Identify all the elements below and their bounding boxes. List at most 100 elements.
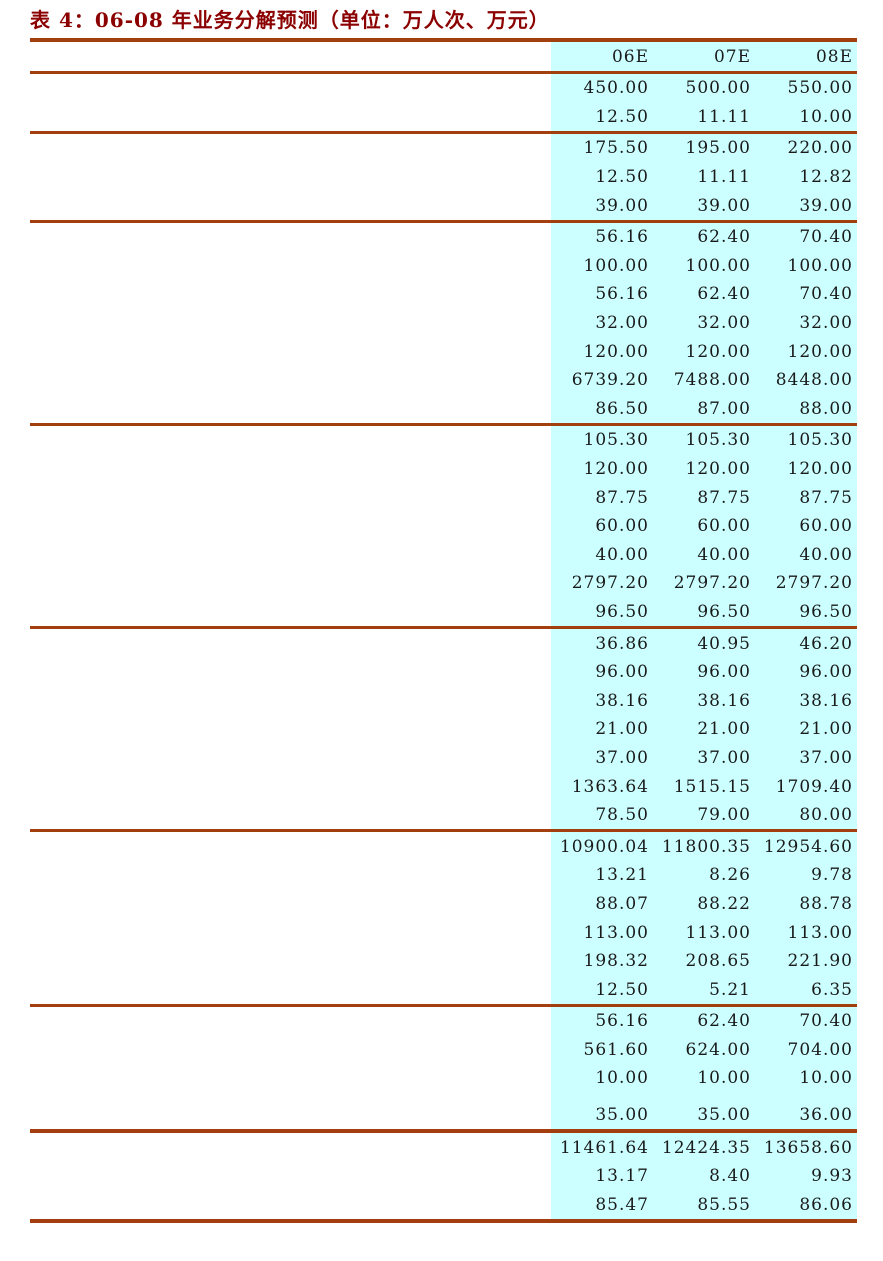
table-cell: 35.00	[595, 1105, 649, 1126]
table-cell: 8448.00	[775, 370, 853, 391]
table-cell: 40.95	[697, 633, 751, 654]
table-cell: 96.00	[697, 662, 751, 683]
table-cell: 88.78	[799, 893, 853, 914]
table-cell: 87.75	[595, 487, 649, 508]
table-row: 10900.04 11800.35 12954.60	[30, 832, 857, 861]
table-row: 12.50 11.11 10.00	[30, 103, 857, 132]
table-cell: 100.00	[685, 255, 751, 276]
table-cell: 56.16	[595, 1011, 649, 1032]
table-cell: 87.75	[697, 487, 751, 508]
table-cell: 56.16	[595, 227, 649, 248]
table-row: 120.00 120.00 120.00	[30, 455, 857, 484]
table-cell: 120.00	[583, 459, 649, 480]
table-cell: 37.00	[595, 747, 649, 768]
table-cell: 9.78	[811, 865, 853, 886]
table-cell: 13.17	[595, 1166, 649, 1187]
table-cell: 113.00	[787, 922, 853, 943]
table-row: 198.32 208.65 221.90	[30, 947, 857, 976]
table-cell: 2797.20	[775, 573, 853, 594]
table-cell: 12.82	[799, 167, 853, 188]
table-cell: 38.16	[697, 690, 751, 711]
table-title: 表 4：06-08 年业务分解预测（单位：万人次、万元）	[30, 8, 550, 32]
table-cell: 105.30	[583, 430, 649, 451]
table-cell: 36.86	[595, 633, 649, 654]
table-row: 12.50 11.11 12.82	[30, 163, 857, 192]
table-row: 87.75 87.75 87.75	[30, 483, 857, 512]
table-cell: 120.00	[685, 341, 751, 362]
table-cell: 39.00	[697, 195, 751, 216]
table-row: 36.86 40.95 46.20	[30, 629, 857, 658]
table-cell: 11.11	[697, 106, 751, 127]
table-row: 13.21 8.26 9.78	[30, 861, 857, 890]
table-cell: 62.40	[697, 1011, 751, 1032]
table-cell: 6739.20	[571, 370, 649, 391]
table-row: 39.00 39.00 39.00	[30, 191, 857, 220]
table-cell: 12.50	[595, 979, 649, 1000]
table-cell: 60.00	[595, 516, 649, 537]
table-cell: 198.32	[583, 951, 649, 972]
table-cell: 46.20	[799, 633, 853, 654]
table-cell: 13.21	[595, 865, 649, 886]
table-cell: 21.00	[595, 719, 649, 740]
table-row: 88.07 88.22 88.78	[30, 890, 857, 919]
table-row: 100.00 100.00 100.00	[30, 252, 857, 281]
column-header: 08E	[815, 46, 853, 67]
table-cell: 1709.40	[775, 776, 853, 797]
table-cell: 32.00	[595, 313, 649, 334]
table-row: 2797.20 2797.20 2797.20	[30, 569, 857, 598]
table-cell: 88.07	[595, 893, 649, 914]
table-cell: 56.16	[595, 284, 649, 305]
table-cell: 40.00	[595, 544, 649, 565]
table-row: 78.50 79.00 80.00	[30, 801, 857, 830]
table-cell: 86.06	[799, 1194, 853, 1215]
table-cell: 8.40	[709, 1166, 751, 1187]
separator-line	[30, 38, 857, 42]
table-cell: 21.00	[799, 719, 853, 740]
table-cell: 5.21	[709, 979, 751, 1000]
table-cell: 120.00	[787, 341, 853, 362]
table-cell: 78.50	[595, 805, 649, 826]
table-cell: 195.00	[685, 138, 751, 159]
table-row: 21.00 21.00 21.00	[30, 715, 857, 744]
table-cell: 62.40	[697, 284, 751, 305]
table-cell: 11461.64	[559, 1137, 649, 1158]
table-cell: 21.00	[697, 719, 751, 740]
table-row: 40.00 40.00 40.00	[30, 541, 857, 570]
table-row: 38.16 38.16 38.16	[30, 686, 857, 715]
column-header: 06E	[611, 46, 649, 67]
table-cell: 12.50	[595, 106, 649, 127]
table-row: 113.00 113.00 113.00	[30, 918, 857, 947]
table-cell: 624.00	[685, 1039, 751, 1060]
separator-line	[30, 71, 857, 74]
table-cell: 561.60	[583, 1039, 649, 1060]
table-cell: 11800.35	[661, 836, 751, 857]
table-row: 35.00 35.00 36.00	[30, 1101, 857, 1130]
table-cell: 550.00	[787, 78, 853, 99]
table-cell: 220.00	[787, 138, 853, 159]
table-cell: 120.00	[583, 341, 649, 362]
table-cell: 85.55	[697, 1194, 751, 1215]
table-cell: 70.40	[799, 284, 853, 305]
table-cell: 40.00	[799, 544, 853, 565]
table-cell: 37.00	[697, 747, 751, 768]
table-row: 85.47 85.55 86.06	[30, 1191, 857, 1220]
table-row: 37.00 37.00 37.00	[30, 744, 857, 773]
table-cell: 60.00	[799, 516, 853, 537]
separator-line	[30, 423, 857, 427]
forecast-table: 06E 07E 08E 450.00 500.00 550.00 12.50 11.11 10.…	[30, 38, 857, 1224]
table-cell: 96.50	[697, 601, 751, 622]
table-cell: 85.47	[595, 1194, 649, 1215]
table-values-background	[551, 42, 857, 1224]
table-cell: 1363.64	[571, 776, 649, 797]
table-cell: 221.90	[787, 951, 853, 972]
table-cell: 37.00	[799, 747, 853, 768]
table-cell: 100.00	[787, 255, 853, 276]
table-row: 56.16 62.40 70.40	[30, 280, 857, 309]
table-cell: 62.40	[697, 227, 751, 248]
table-cell: 175.50	[583, 138, 649, 159]
table-row: 561.60 624.00 704.00	[30, 1036, 857, 1065]
table-row: 10.00 10.00 10.00	[30, 1064, 857, 1093]
table-cell: 13658.60	[763, 1137, 853, 1158]
table-row: 60.00 60.00 60.00	[30, 512, 857, 541]
